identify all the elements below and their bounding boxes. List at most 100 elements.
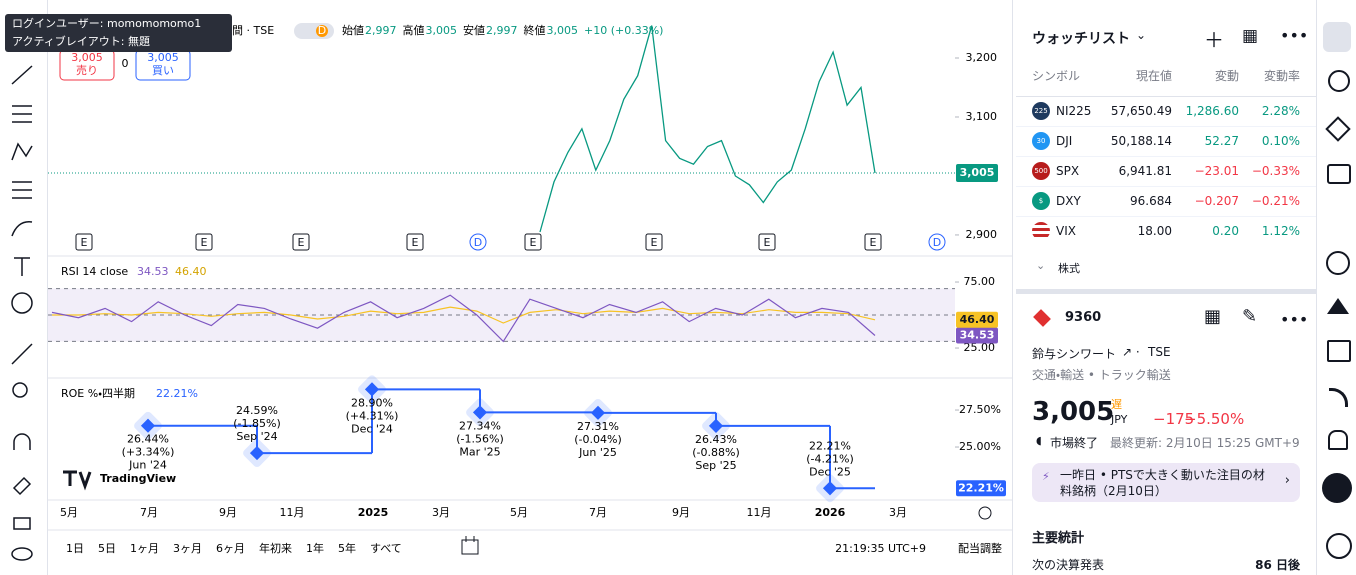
stream-icon[interactable] — [1329, 388, 1348, 407]
chat-icon[interactable] — [1327, 164, 1351, 184]
event-marker[interactable] — [645, 233, 663, 251]
detail-price: 3,005 — [1032, 397, 1115, 427]
event-marker[interactable] — [292, 233, 310, 251]
sector[interactable]: 交通・輸送 • トラック輸送 — [1032, 368, 1171, 382]
tooltip — [5, 14, 232, 52]
settings-icon[interactable] — [978, 506, 992, 520]
event-marker[interactable] — [469, 233, 487, 251]
tool-lock-draw[interactable] — [12, 476, 32, 496]
more-button[interactable]: ••• — [1280, 310, 1309, 329]
roe-point — [472, 405, 488, 420]
range-button[interactable]: 年初来 — [259, 541, 292, 555]
adjust-button[interactable]: 配当調整 — [958, 541, 1002, 555]
edit-button[interactable]: ✎ — [1242, 306, 1258, 327]
tool-forecast[interactable] — [12, 181, 32, 199]
ideas-icon[interactable] — [1327, 298, 1349, 314]
range-button[interactable]: 1ヶ月 — [130, 542, 159, 555]
column-header[interactable]: シンボル — [1032, 69, 1081, 83]
roe-period-label: Jun '24 — [128, 459, 167, 472]
tool-line[interactable] — [11, 65, 33, 85]
y-tick-label: 3,200 — [966, 51, 998, 64]
roe-period-label: Jun '25 — [578, 446, 617, 459]
dropdown[interactable]: ⌄ — [1136, 28, 1147, 42]
badge-text: D — [318, 24, 326, 37]
x-tick-label: 2025 — [358, 506, 389, 519]
range-button[interactable]: 5年 — [338, 541, 356, 555]
column-header[interactable]: 現在値 — [1135, 69, 1172, 83]
event-marker[interactable] — [758, 233, 776, 251]
watchlist-title[interactable]: ウォッチリスト — [1032, 31, 1130, 47]
tool-fib[interactable] — [12, 105, 32, 123]
tool-text[interactable] — [14, 257, 30, 276]
watchlist-symbol: VIX — [1056, 224, 1076, 238]
roe-value-label: 22.21% — [809, 439, 851, 452]
alerts-icon[interactable] — [1328, 70, 1350, 92]
left-tools[interactable] — [11, 65, 33, 561]
tool-zoom[interactable] — [12, 382, 28, 398]
event-marker[interactable] — [75, 233, 93, 251]
tool-pattern[interactable] — [11, 142, 33, 161]
apps-icon[interactable] — [1322, 473, 1352, 503]
tool-lock[interactable] — [13, 517, 31, 530]
symbol: 間 · TSE — [232, 24, 274, 37]
calendar-icon[interactable] — [1327, 340, 1351, 362]
watchlist-percent: −0.33% — [1251, 164, 1300, 178]
event-marker[interactable] — [928, 233, 946, 251]
tool-magnet[interactable] — [13, 433, 31, 450]
add-button[interactable]: ＋ — [1204, 28, 1224, 52]
tool-ruler[interactable] — [11, 343, 33, 365]
tooltip-line: ログインユーザー: momomomomo1 — [12, 16, 201, 30]
column-header[interactable]: 変動率 — [1263, 69, 1300, 83]
event-marker[interactable] — [195, 233, 213, 251]
range-button[interactable]: 3ヶ月 — [173, 542, 202, 555]
more-button[interactable]: ••• — [1280, 26, 1309, 45]
watchlist-row[interactable] — [1016, 96, 1316, 127]
roe-change-label: (+3.34%) — [122, 446, 175, 459]
range-button[interactable]: 5日 — [98, 542, 116, 555]
roe-point — [364, 382, 380, 397]
currency: JPY — [1111, 413, 1128, 426]
range-button[interactable]: 1日 — [66, 542, 84, 555]
roe-point — [590, 405, 606, 420]
layers-icon[interactable] — [1325, 116, 1351, 142]
legend-value: 34.53 — [137, 265, 169, 278]
watchlist-change: 1,286.60 — [1185, 104, 1239, 118]
watchlist-row[interactable] — [1016, 216, 1316, 247]
event-marker[interactable] — [406, 233, 424, 251]
tool-emoji[interactable] — [11, 292, 33, 314]
watchlist-row[interactable] — [1016, 156, 1316, 187]
roe-change-label: (-0.88%) — [692, 446, 740, 459]
section-title[interactable]: 株式 — [1058, 262, 1080, 275]
tool-eye[interactable] — [11, 547, 33, 561]
range-button[interactable]: 1年 — [306, 541, 324, 555]
watchlist-change: −0.207 — [1194, 194, 1239, 208]
column-header[interactable]: 変動 — [1214, 69, 1239, 83]
range-button[interactable]: 6ヶ月 — [216, 542, 245, 555]
section-toggle[interactable]: ⌄ — [1036, 259, 1046, 272]
watchlist-icon[interactable] — [1323, 22, 1351, 52]
grid-button[interactable]: ▦ — [1204, 306, 1222, 327]
date-range-icon[interactable] — [461, 536, 479, 555]
detail-change: −175 — [1153, 410, 1195, 428]
buy-label: 買い — [152, 64, 174, 77]
external-link[interactable]: ↗ · — [1122, 345, 1140, 359]
watchlist-row[interactable] — [1016, 186, 1316, 217]
panel-splitter[interactable] — [1016, 289, 1316, 294]
pane-title: ROE %・四半期 — [61, 386, 135, 400]
news-text: 一昨日 • PTSで大きく動いた注目の材料銘柄（2月10日） — [1060, 468, 1265, 498]
news-banner[interactable]: ⚡ 一昨日 • PTSで大きく動いた注目の材料銘柄（2月10日） › — [1032, 463, 1300, 502]
target-icon[interactable] — [1326, 251, 1350, 275]
range-button[interactable]: すべて — [370, 542, 402, 555]
help-icon[interactable] — [1326, 533, 1352, 559]
company-name[interactable]: 鈴与シンワート — [1032, 347, 1117, 361]
notification-icon[interactable] — [1328, 430, 1348, 450]
watchlist-row[interactable] — [1016, 126, 1316, 157]
event-marker[interactable] — [524, 233, 542, 251]
event-marker[interactable] — [864, 233, 882, 251]
tool-brush[interactable] — [11, 221, 33, 237]
buy-price: 3,005 — [147, 51, 179, 64]
layout-button[interactable]: ▦ — [1242, 26, 1259, 46]
last-update: 最終更新: 2月10日 15:25 GMT+9 — [1110, 436, 1300, 450]
y-tick-label: 25.00 — [964, 341, 996, 354]
